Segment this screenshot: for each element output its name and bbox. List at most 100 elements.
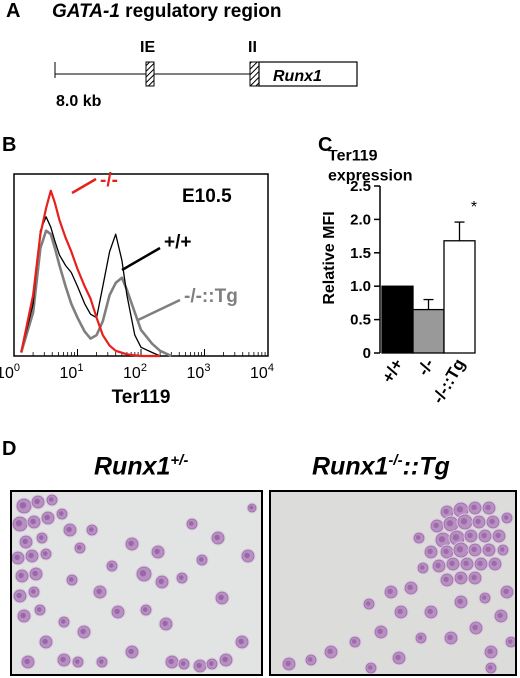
left-title-genotype: +/- bbox=[170, 452, 189, 469]
bar-category-label-0: +/+ bbox=[378, 355, 407, 386]
cell-nucleus bbox=[143, 607, 148, 612]
scale-label: 8.0 kb bbox=[56, 93, 102, 110]
cell-nucleus bbox=[59, 511, 64, 516]
bar-ytick-label: 0 bbox=[363, 345, 371, 362]
cell-nucleus bbox=[488, 665, 493, 670]
cell-nucleus bbox=[30, 518, 36, 525]
cell-nucleus bbox=[69, 577, 74, 582]
histogram-tick-label: 101 bbox=[60, 362, 84, 382]
cell-nucleus bbox=[80, 628, 86, 635]
cell-nucleus bbox=[96, 588, 102, 595]
cell-nucleus bbox=[75, 659, 80, 664]
cell-nucleus bbox=[435, 562, 441, 569]
cell-nucleus bbox=[249, 505, 254, 510]
right-title-gene: Runx1 bbox=[312, 452, 389, 481]
exon-ii-box bbox=[249, 61, 260, 87]
cell-nucleus bbox=[162, 620, 168, 627]
cell-nucleus bbox=[463, 560, 469, 567]
right-title-suffix: ::Tg bbox=[402, 452, 450, 481]
bar-chart-yticks: 0 0.5 1.0 1.5 2.0 2.5 bbox=[350, 178, 380, 362]
cell-nucleus bbox=[222, 656, 228, 663]
cell-nucleus bbox=[22, 538, 28, 545]
cell-nucleus bbox=[420, 565, 425, 570]
ko-leader-line bbox=[71, 177, 97, 195]
cell-nucleus bbox=[427, 548, 433, 555]
cell-nucleus bbox=[37, 607, 42, 612]
cell-nucleus bbox=[457, 574, 463, 581]
cell-nucleus bbox=[61, 619, 66, 624]
cell-nucleus bbox=[452, 534, 460, 541]
cell-nucleus bbox=[447, 634, 453, 641]
cell-nucleus bbox=[34, 498, 40, 505]
cell-nucleus bbox=[500, 547, 505, 552]
cell-nucleus bbox=[196, 662, 202, 669]
histogram-tick-label: 102 bbox=[123, 362, 147, 382]
cell-nucleus bbox=[471, 504, 477, 511]
exon-ie-box bbox=[145, 61, 155, 87]
right-title-genotype: -/- bbox=[388, 452, 403, 469]
panel-label-a: A bbox=[6, 0, 21, 22]
panel-label-d: D bbox=[2, 438, 17, 460]
histogram-tick-label: 104 bbox=[250, 362, 274, 382]
significance-marker: * bbox=[471, 199, 477, 216]
bar-chart-bars bbox=[381, 240, 476, 354]
cell-nucleus bbox=[181, 661, 186, 666]
cell-nucleus bbox=[457, 598, 463, 605]
histogram-xaxis-ticks: 100 101 102 103 104 bbox=[0, 349, 274, 382]
cell-nucleus bbox=[154, 548, 160, 555]
cell-nucleus bbox=[503, 588, 509, 595]
stage-label: E10.5 bbox=[182, 186, 232, 207]
cell-nucleus bbox=[209, 661, 214, 666]
cell-nucleus bbox=[128, 540, 134, 547]
cell-nucleus bbox=[456, 506, 464, 513]
cell-nucleus bbox=[471, 574, 477, 581]
bar-chart-title-line2: expression bbox=[328, 167, 412, 184]
gene-name: GATA-1 bbox=[52, 1, 120, 22]
panel-a-title: GATA-1 regulatory region bbox=[52, 1, 281, 23]
cell-nucleus bbox=[20, 612, 26, 619]
micrograph-left-cells bbox=[12, 493, 258, 674]
micrograph-left bbox=[10, 490, 263, 676]
cell-nucleus bbox=[482, 595, 487, 600]
micrograph-right-cells bbox=[281, 500, 515, 674]
bar-chart-xlabels: +/+ -/--/-::Tg bbox=[378, 355, 469, 406]
cell-nucleus bbox=[472, 624, 478, 631]
gene-map: IE II Runx1 8.0 kb bbox=[54, 39, 358, 110]
cell-nucleus bbox=[377, 628, 383, 635]
bar-ytick-label: 0.5 bbox=[350, 312, 371, 329]
cell-nucleus bbox=[89, 527, 94, 532]
cell-nucleus bbox=[487, 648, 493, 655]
exon-ii-label: II bbox=[248, 39, 257, 56]
histogram-series-2 bbox=[19, 229, 172, 358]
cell-nucleus bbox=[467, 532, 473, 539]
cell-nucleus bbox=[481, 532, 487, 539]
cell-nucleus bbox=[485, 504, 491, 511]
cell-nucleus bbox=[24, 658, 30, 665]
exon-ie-label: IE bbox=[140, 39, 155, 56]
cell-nucleus bbox=[285, 660, 291, 667]
cell-nucleus bbox=[489, 518, 495, 525]
tg-leader-line bbox=[137, 298, 181, 322]
cell-nucleus bbox=[495, 532, 501, 539]
bar-0 bbox=[381, 285, 414, 354]
bar-chart-ylabel: Relative MFI bbox=[321, 211, 338, 304]
bar-chart: Ter119 expression Relative MFI 0 0.5 1.0 1.… bbox=[321, 150, 477, 407]
cell-nucleus bbox=[438, 536, 446, 543]
micrograph-right bbox=[269, 490, 517, 676]
cell-nucleus bbox=[397, 608, 403, 615]
cell-nucleus bbox=[39, 535, 44, 540]
cell-nucleus bbox=[14, 554, 20, 561]
cell-nucleus bbox=[443, 548, 449, 555]
cell-nucleus bbox=[218, 594, 224, 601]
cell-nucleus bbox=[456, 546, 464, 553]
bar-category-label-1: -/- bbox=[413, 356, 437, 379]
micrograph-right-title: Runx1-/-::Tg bbox=[312, 452, 450, 481]
cell-nucleus bbox=[504, 515, 509, 520]
cell-nucleus bbox=[189, 521, 194, 526]
cell-nucleus bbox=[32, 570, 38, 577]
cell-nucleus bbox=[16, 592, 22, 599]
ko-label: -/- bbox=[100, 170, 118, 191]
cell-nucleus bbox=[99, 659, 104, 664]
cell-nucleus bbox=[471, 546, 477, 553]
cell-nucleus bbox=[18, 572, 24, 579]
